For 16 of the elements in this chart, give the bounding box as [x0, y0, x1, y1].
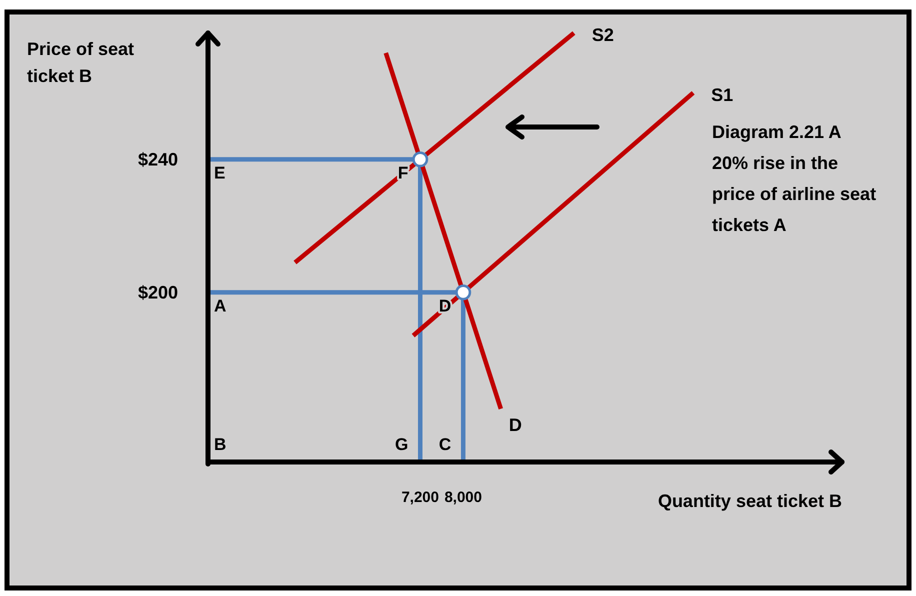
- annotation: 20% rise in the price of airline seat tickets A: [712, 153, 876, 235]
- annotation: Diagram 2.21 A: [712, 122, 842, 142]
- series-label: S1: [711, 84, 734, 105]
- annotation: B: [214, 435, 226, 454]
- series-label: S2: [592, 25, 614, 45]
- annotation: G: [394, 435, 408, 454]
- x-tick-label: 7,200: [401, 489, 439, 506]
- y-tick-label: $240: [138, 149, 178, 170]
- y-axis-title: Price of seat ticket B: [27, 39, 134, 86]
- annotation: A: [214, 296, 226, 316]
- annotation: E: [214, 163, 226, 182]
- y-tick-label: $200: [138, 282, 178, 302]
- series-label: D: [508, 414, 522, 435]
- x-axis-title: Quantity seat ticket B: [658, 491, 842, 511]
- annotation: C: [438, 435, 452, 454]
- x-tick-label: 8,000: [444, 489, 482, 506]
